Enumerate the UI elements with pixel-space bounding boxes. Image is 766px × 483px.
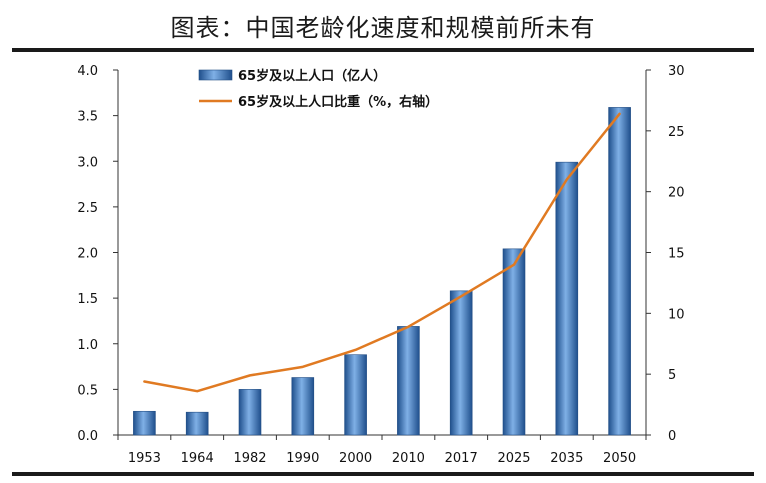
x-tick-label: 1990 xyxy=(286,451,319,466)
x-tick-label: 1982 xyxy=(233,451,266,466)
bar xyxy=(133,410,156,436)
y-left-tick-label: 2.5 xyxy=(77,201,98,216)
legend-bar-label: 65岁及以上人口（亿人） xyxy=(238,68,386,84)
bar xyxy=(185,411,209,436)
bar xyxy=(238,389,262,436)
title-rule-top xyxy=(12,48,754,52)
legend-line-label: 65岁及以上人口比重（%，右轴） xyxy=(238,94,438,110)
y-right-tick-label: 30 xyxy=(668,64,685,79)
bar xyxy=(555,161,579,436)
y-left-tick-label: 3.5 xyxy=(77,110,98,125)
y-left-tick-label: 3.0 xyxy=(77,155,98,170)
y-right-tick-label: 20 xyxy=(668,186,685,201)
x-tick-label: 2035 xyxy=(550,451,583,466)
x-tick-label: 2000 xyxy=(339,451,372,466)
y-left-tick-label: 1.0 xyxy=(77,338,98,353)
y-right-tick-label: 0 xyxy=(668,429,676,444)
y-left-tick-label: 0.0 xyxy=(77,429,98,444)
y-right-tick-label: 5 xyxy=(668,368,676,383)
y-right-tick-label: 15 xyxy=(668,247,685,262)
x-tick-label: 2017 xyxy=(445,451,478,466)
x-tick-label: 2010 xyxy=(392,451,425,466)
y-left-tick-label: 2.0 xyxy=(77,247,98,262)
legend-bar-swatch xyxy=(198,69,233,81)
x-tick-label: 1964 xyxy=(181,451,214,466)
x-tick-label: 2050 xyxy=(603,451,636,466)
y-left-tick-label: 1.5 xyxy=(77,292,98,307)
chart-title: 图表：中国老龄化速度和规模前所未有 xyxy=(170,14,596,42)
bottom-rule xyxy=(12,472,754,476)
y-right-tick-label: 25 xyxy=(668,125,685,140)
bar xyxy=(344,354,367,436)
y-right-tick-label: 10 xyxy=(668,307,685,322)
bar xyxy=(449,290,473,436)
x-tick-label: 1953 xyxy=(128,451,161,466)
bar xyxy=(291,377,315,436)
series-line xyxy=(143,112,621,393)
bar xyxy=(608,107,631,436)
bar xyxy=(502,248,526,436)
x-tick-label: 2025 xyxy=(497,451,530,466)
y-left-tick-label: 0.5 xyxy=(77,383,98,398)
bar xyxy=(397,326,420,436)
y-left-tick-label: 4.0 xyxy=(77,64,98,79)
